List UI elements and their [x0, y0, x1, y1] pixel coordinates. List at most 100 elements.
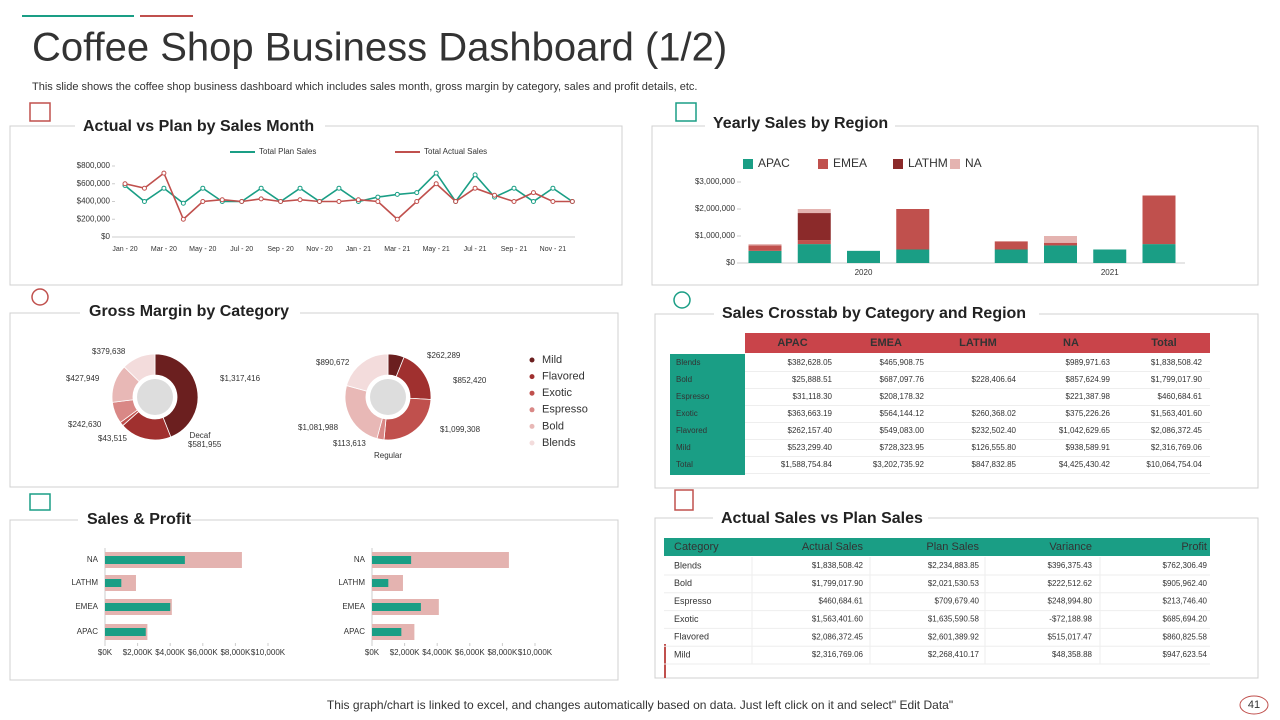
y-tick-label: $600,000 — [77, 179, 111, 188]
x-tick-label: Sep - 20 — [267, 246, 294, 253]
pie-label: Decaf — [190, 431, 212, 440]
table-cell: $31,118.30 — [793, 392, 833, 401]
table-cell: $1,588,754.84 — [781, 460, 833, 469]
point — [453, 199, 459, 204]
table-cell: $2,316,769.06 — [1151, 443, 1203, 452]
bar-segment — [1093, 249, 1127, 263]
table-cell: $222,512.62 — [1048, 579, 1093, 588]
pie-label: Regular — [374, 451, 402, 460]
table-cell: $460,684.61 — [819, 597, 864, 606]
y-tick-label: $0 — [101, 232, 110, 241]
bar-segment — [896, 249, 930, 263]
table-cell: $762,306.49 — [1163, 561, 1208, 570]
data-label: $852,420 — [453, 376, 487, 385]
point — [394, 216, 400, 222]
title-bg — [714, 304, 1039, 324]
y-tick-label: NA — [354, 555, 366, 564]
point — [336, 199, 342, 204]
point — [569, 199, 575, 204]
legend-swatch — [529, 423, 535, 429]
legend-label: Bold — [542, 420, 564, 432]
donut-segment — [123, 353, 156, 383]
legend-swatch — [743, 159, 753, 169]
group-label: 2021 — [1101, 268, 1119, 277]
title-bg — [713, 508, 928, 528]
bar-segment — [896, 209, 930, 250]
table-cell: $465,908.75 — [880, 358, 925, 367]
point — [375, 199, 381, 204]
y-tick-label: EMEA — [342, 602, 365, 611]
page-badge — [1239, 695, 1269, 715]
group-label: 2020 — [855, 268, 873, 277]
point — [472, 172, 478, 178]
x-tick-label: $2,000K — [390, 648, 420, 657]
y-tick-label: $200,000 — [77, 214, 111, 223]
bar — [105, 603, 171, 611]
legend-label: NA — [965, 156, 982, 170]
footer-note: This graph/chart is linked to excel, and… — [327, 698, 953, 712]
legend-swatch — [529, 390, 535, 396]
point — [258, 196, 264, 202]
x-tick-label: Nov - 21 — [540, 246, 567, 253]
table-rowhead: Blends — [676, 358, 700, 367]
table-cell: $260,368.02 — [972, 409, 1017, 418]
y-tick-label: APAC — [344, 627, 365, 636]
point — [317, 199, 322, 204]
point — [122, 181, 128, 187]
table-cell: $10,064,754.04 — [1146, 460, 1202, 469]
table-cell: $523,299.40 — [788, 443, 833, 452]
table-cell: $25,888.51 — [792, 375, 833, 384]
bar — [372, 628, 402, 636]
table-cell: $515,017.47 — [1048, 632, 1093, 641]
data-label: $1,317,416 — [220, 374, 261, 383]
table-header-bg — [664, 538, 1210, 556]
table-cell: Exotic — [674, 614, 699, 624]
table-header: LATHM — [959, 337, 997, 349]
x-tick-label: May - 21 — [423, 246, 450, 253]
point — [258, 185, 264, 191]
point — [297, 197, 303, 203]
title-bg — [80, 302, 300, 322]
y-tick-label: $800,000 — [77, 161, 111, 170]
point — [511, 185, 517, 191]
table-cell: $2,021,530.53 — [928, 579, 980, 588]
data-label: $113,613 — [333, 439, 366, 448]
x-tick-label: $10,000K — [518, 648, 553, 657]
title-bg — [78, 510, 190, 530]
bar — [372, 579, 389, 587]
table-cell: $549,083.00 — [880, 426, 925, 435]
table-cell: $126,555.80 — [972, 443, 1017, 452]
table-rowhead: Mild — [676, 443, 691, 452]
data-label: $890,672 — [316, 358, 350, 367]
legend-swatch — [950, 159, 960, 169]
bar-segment — [847, 250, 880, 263]
table-cell: Mild — [674, 649, 691, 659]
point — [219, 197, 225, 203]
x-tick-label: Nov - 20 — [306, 246, 333, 253]
bar — [105, 579, 122, 587]
x-tick-label: Sep - 21 — [501, 246, 528, 253]
bar — [105, 556, 185, 564]
point — [180, 216, 186, 222]
bar-segment — [1142, 244, 1176, 263]
point — [239, 199, 245, 204]
table-cell: $2,316,769.06 — [812, 650, 864, 659]
data-label: $43,515 — [98, 434, 127, 443]
table-cell: $685,694.20 — [1163, 615, 1208, 624]
table-cell: $375,226.26 — [1066, 409, 1111, 418]
data-label: $427,949 — [66, 374, 100, 383]
bar-segment — [1044, 245, 1077, 263]
y-tick-label: $2,000,000 — [695, 204, 736, 213]
table-cell: $938,589.91 — [1066, 443, 1111, 452]
table-cell: -$72,188.98 — [1049, 615, 1092, 624]
point — [550, 185, 556, 191]
legend-label: Exotic — [542, 387, 572, 399]
bar — [372, 603, 421, 611]
bar-segment — [1142, 195, 1176, 245]
bar-segment — [748, 245, 782, 251]
x-tick-label: $2,000K — [123, 648, 153, 657]
table-cell: $363,663.19 — [788, 409, 833, 418]
x-tick-label: $6,000K — [188, 648, 218, 657]
x-tick-label: Jul - 21 — [464, 246, 487, 253]
legend-label: Total Plan Sales — [259, 147, 316, 156]
